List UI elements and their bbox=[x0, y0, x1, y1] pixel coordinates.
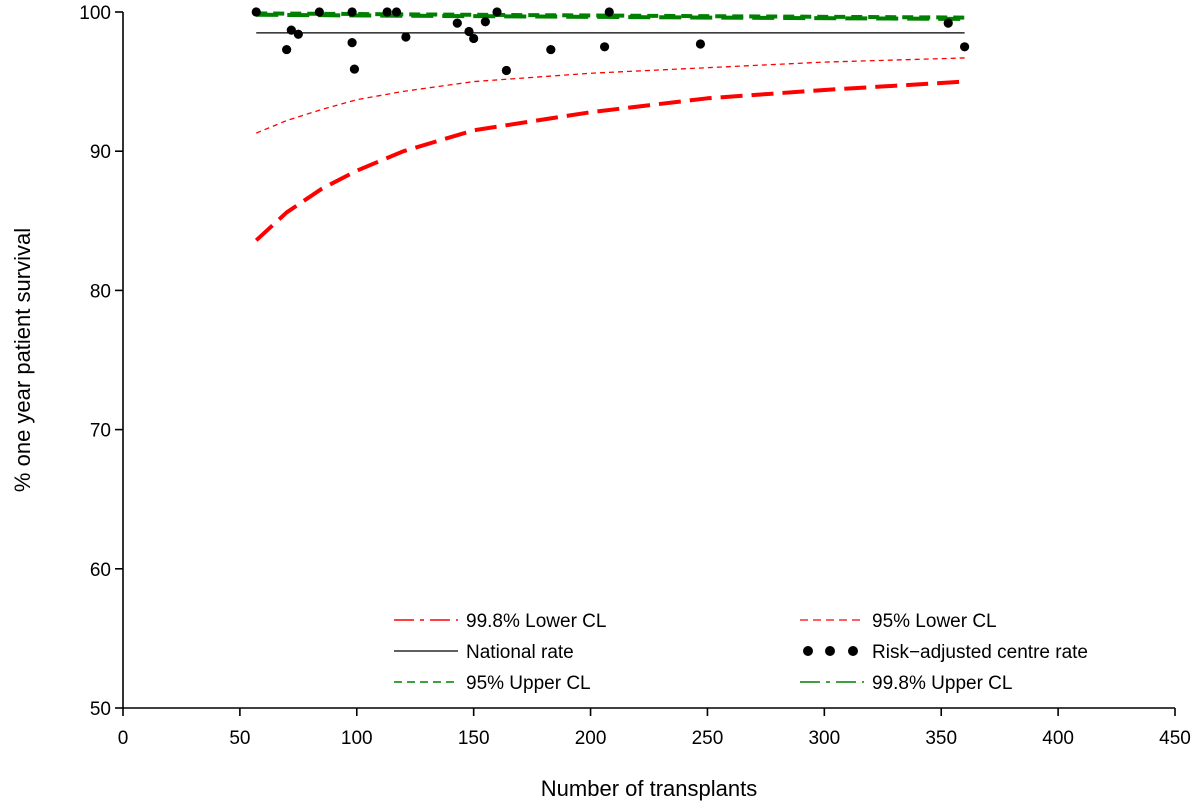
data-point-8 bbox=[350, 64, 359, 73]
legend-label-95-lower-cl: 95% Lower CL bbox=[872, 611, 997, 632]
data-point-19 bbox=[600, 42, 609, 51]
data-point-7 bbox=[348, 7, 357, 16]
y-tick-label-60: 60 bbox=[90, 560, 111, 581]
x-tick-label-200: 200 bbox=[575, 728, 607, 749]
legend-label-national-rate: National rate bbox=[466, 642, 574, 663]
x-tick-label-250: 250 bbox=[692, 728, 724, 749]
axes: 50 60 70 80 90 100 0 50 100 150 200 250 300 350 400 450 bbox=[79, 3, 1191, 749]
series-line-95-lower-cl bbox=[256, 58, 964, 133]
plot-curves bbox=[256, 13, 964, 240]
data-point-14 bbox=[469, 34, 478, 43]
data-point-2 bbox=[282, 45, 291, 54]
x-axis-title: Number of transplants bbox=[541, 776, 757, 801]
data-point-4 bbox=[294, 30, 303, 39]
x-tick-label-100: 100 bbox=[341, 728, 373, 749]
y-tick-label-70: 70 bbox=[90, 421, 111, 442]
legend-swatch-dot-1 bbox=[803, 646, 813, 656]
y-tick-label-90: 90 bbox=[90, 142, 111, 163]
y-tick-label-80: 80 bbox=[90, 281, 111, 302]
y-axis-title: % one year patient survival bbox=[10, 228, 35, 492]
legend-label-95-upper-cl: 95% Upper CL bbox=[466, 673, 591, 694]
legend-swatch-dot-2 bbox=[825, 646, 835, 656]
legend: 99.8% Lower CL 95% Lower CL National rate R… bbox=[394, 611, 1088, 694]
data-point-1 bbox=[252, 7, 261, 16]
x-tick-label-400: 400 bbox=[1042, 728, 1074, 749]
series-line-99-8-lower-cl bbox=[256, 82, 964, 241]
y-tick-label-100: 100 bbox=[79, 3, 111, 24]
data-point-15 bbox=[481, 17, 490, 26]
x-tick-label-450: 450 bbox=[1159, 728, 1191, 749]
x-tick-label-50: 50 bbox=[229, 728, 250, 749]
y-tick-label-50: 50 bbox=[90, 699, 111, 720]
legend-label-99-8-lower-cl: 99.8% Lower CL bbox=[466, 611, 606, 632]
data-point-5 bbox=[315, 7, 324, 16]
data-point-16 bbox=[492, 7, 501, 16]
legend-label-risk-adjusted-centre-rate: Risk−adjusted centre rate bbox=[872, 642, 1088, 663]
data-point-10 bbox=[392, 7, 401, 16]
data-point-21 bbox=[696, 39, 705, 48]
data-point-11 bbox=[401, 32, 410, 41]
legend-label-99-8-upper-cl: 99.8% Upper CL bbox=[872, 673, 1012, 694]
x-tick-label-300: 300 bbox=[808, 728, 840, 749]
x-tick-label-350: 350 bbox=[925, 728, 957, 749]
data-point-9 bbox=[383, 7, 392, 16]
data-point-20 bbox=[605, 7, 614, 16]
data-point-17 bbox=[502, 66, 511, 75]
x-tick-label-0: 0 bbox=[118, 728, 129, 749]
data-point-12 bbox=[453, 19, 462, 28]
data-point-18 bbox=[546, 45, 555, 54]
legend-swatch-dot-3 bbox=[848, 646, 858, 656]
data-point-6 bbox=[348, 38, 357, 47]
data-point-22 bbox=[944, 19, 953, 28]
x-tick-label-150: 150 bbox=[458, 728, 490, 749]
data-point-23 bbox=[960, 42, 969, 51]
